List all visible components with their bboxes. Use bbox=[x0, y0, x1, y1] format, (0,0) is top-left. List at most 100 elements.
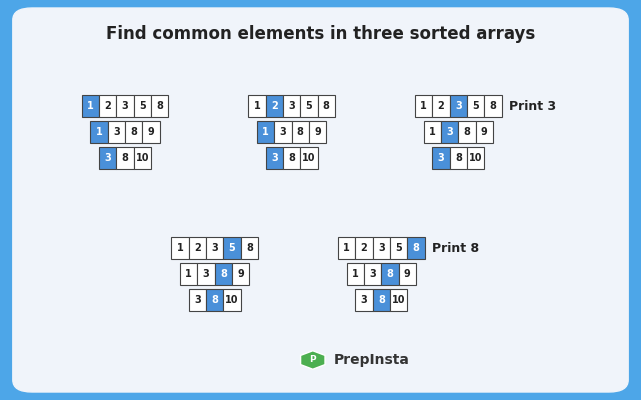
Text: 5: 5 bbox=[306, 101, 312, 111]
Text: 8: 8 bbox=[246, 243, 253, 253]
Text: 8: 8 bbox=[130, 127, 137, 137]
Bar bbox=[424, 121, 441, 143]
Bar bbox=[338, 237, 355, 259]
Bar bbox=[476, 121, 493, 143]
Bar bbox=[99, 95, 117, 117]
Text: 8: 8 bbox=[413, 243, 419, 253]
Text: 1: 1 bbox=[87, 101, 94, 111]
Text: Print 8: Print 8 bbox=[432, 242, 479, 254]
Bar bbox=[467, 147, 485, 169]
Text: 1: 1 bbox=[262, 127, 269, 137]
Bar bbox=[133, 147, 151, 169]
Text: Print 3: Print 3 bbox=[509, 100, 556, 112]
Bar bbox=[450, 95, 467, 117]
Text: 3: 3 bbox=[113, 127, 120, 137]
Bar bbox=[197, 263, 215, 285]
Text: 5: 5 bbox=[472, 101, 479, 111]
Text: 3: 3 bbox=[378, 243, 385, 253]
Text: 3: 3 bbox=[271, 153, 278, 163]
Text: 3: 3 bbox=[438, 153, 444, 163]
Bar bbox=[432, 147, 450, 169]
Bar bbox=[108, 121, 125, 143]
Bar bbox=[347, 263, 364, 285]
Bar bbox=[189, 289, 206, 311]
Text: 8: 8 bbox=[378, 295, 385, 305]
Text: 5: 5 bbox=[395, 243, 402, 253]
Text: 8: 8 bbox=[212, 295, 218, 305]
Bar bbox=[266, 95, 283, 117]
Text: 9: 9 bbox=[481, 127, 488, 137]
Text: 10: 10 bbox=[302, 153, 316, 163]
Bar bbox=[90, 121, 108, 143]
Text: 10: 10 bbox=[392, 295, 406, 305]
Bar bbox=[318, 95, 335, 117]
Bar bbox=[301, 95, 318, 117]
Bar bbox=[172, 237, 189, 259]
Text: 3: 3 bbox=[104, 153, 111, 163]
Text: 3: 3 bbox=[369, 269, 376, 279]
Bar bbox=[224, 289, 241, 311]
Bar bbox=[355, 237, 373, 259]
Bar bbox=[485, 95, 501, 117]
Bar bbox=[364, 263, 381, 285]
Bar bbox=[189, 237, 206, 259]
Bar bbox=[215, 263, 232, 285]
Text: P: P bbox=[310, 356, 316, 364]
Bar bbox=[390, 237, 408, 259]
Text: 8: 8 bbox=[490, 101, 496, 111]
Bar bbox=[206, 237, 224, 259]
Bar bbox=[249, 95, 266, 117]
FancyBboxPatch shape bbox=[13, 8, 628, 392]
Bar bbox=[82, 95, 99, 117]
Text: 5: 5 bbox=[229, 243, 235, 253]
Polygon shape bbox=[301, 351, 325, 369]
Bar bbox=[125, 121, 142, 143]
Text: 8: 8 bbox=[122, 153, 128, 163]
Text: 9: 9 bbox=[404, 269, 411, 279]
Text: 3: 3 bbox=[361, 295, 367, 305]
Bar bbox=[283, 95, 301, 117]
Text: 10: 10 bbox=[225, 295, 239, 305]
Text: 1: 1 bbox=[185, 269, 192, 279]
Bar bbox=[117, 95, 133, 117]
Bar bbox=[373, 289, 390, 311]
Bar bbox=[257, 121, 274, 143]
Text: 3: 3 bbox=[122, 101, 128, 111]
Text: 8: 8 bbox=[297, 127, 304, 137]
Bar bbox=[432, 95, 450, 117]
Text: 1: 1 bbox=[352, 269, 359, 279]
Text: 8: 8 bbox=[156, 101, 163, 111]
Text: 1: 1 bbox=[429, 127, 436, 137]
Bar bbox=[206, 289, 224, 311]
Text: 9: 9 bbox=[147, 127, 154, 137]
Bar bbox=[301, 147, 318, 169]
Bar bbox=[117, 147, 133, 169]
Text: 3: 3 bbox=[455, 101, 462, 111]
Bar bbox=[458, 121, 476, 143]
Text: 10: 10 bbox=[135, 153, 149, 163]
Bar bbox=[408, 237, 424, 259]
Bar bbox=[467, 95, 485, 117]
Bar bbox=[292, 121, 309, 143]
Text: 8: 8 bbox=[323, 101, 329, 111]
Bar bbox=[450, 147, 467, 169]
Bar bbox=[151, 95, 168, 117]
Text: 1: 1 bbox=[420, 101, 427, 111]
Bar bbox=[309, 121, 326, 143]
Bar bbox=[142, 121, 160, 143]
Bar bbox=[415, 95, 432, 117]
Text: 9: 9 bbox=[314, 127, 321, 137]
Bar bbox=[381, 263, 399, 285]
Bar bbox=[355, 289, 373, 311]
Bar bbox=[134, 95, 151, 117]
Text: PrepInsta: PrepInsta bbox=[334, 353, 410, 367]
Text: 2: 2 bbox=[194, 243, 201, 253]
Bar bbox=[283, 147, 301, 169]
Bar bbox=[441, 121, 458, 143]
Text: 3: 3 bbox=[288, 101, 295, 111]
Bar bbox=[274, 121, 292, 143]
Bar bbox=[266, 147, 283, 169]
Text: 2: 2 bbox=[104, 101, 111, 111]
Text: 3: 3 bbox=[194, 295, 201, 305]
Text: 2: 2 bbox=[271, 101, 278, 111]
